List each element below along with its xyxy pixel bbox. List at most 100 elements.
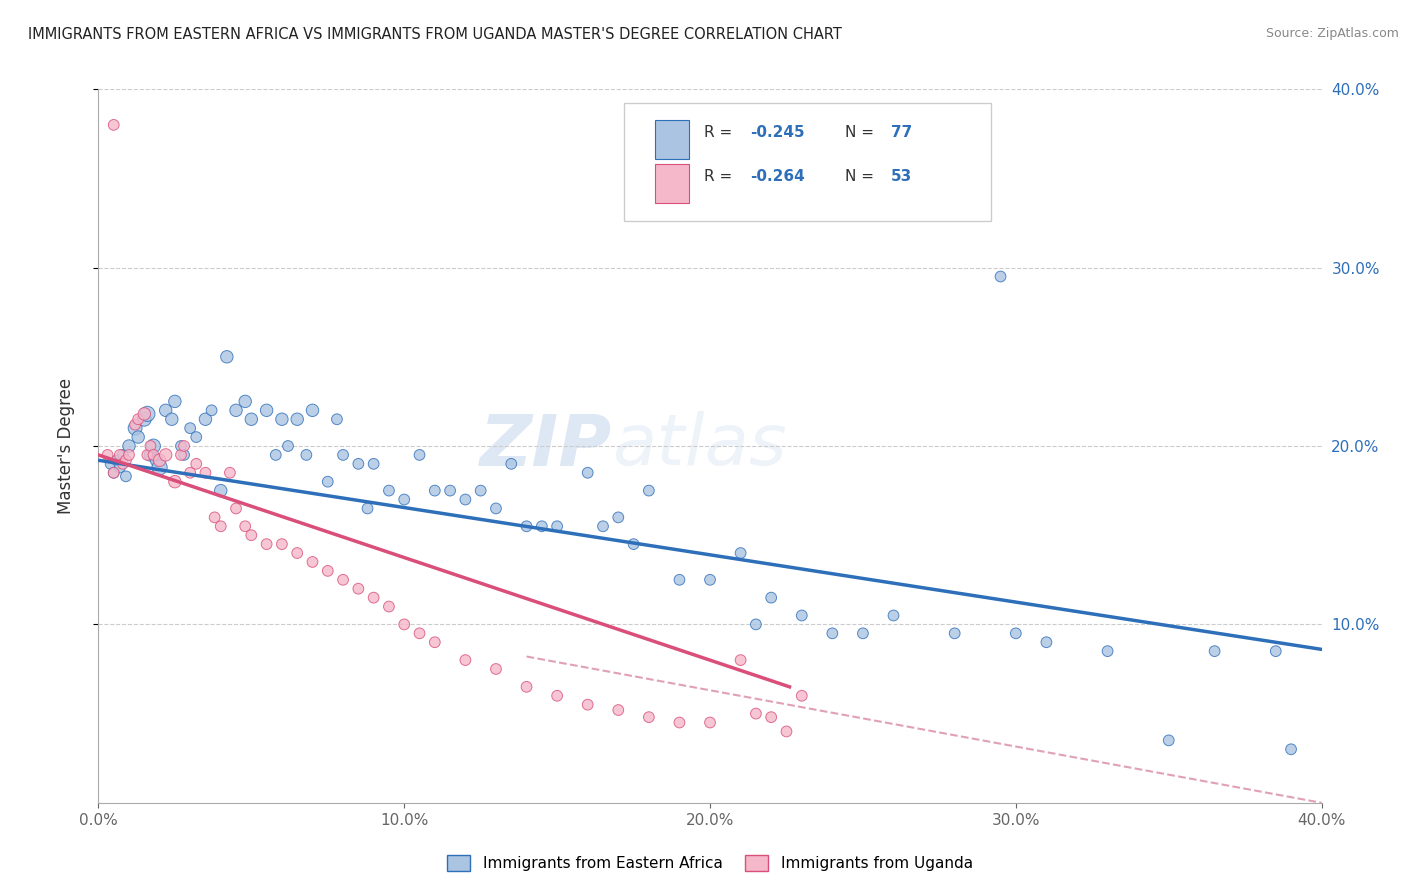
Point	[105, 453, 128, 467]
Point	[1097, 644, 1119, 658]
Text: -0.245: -0.245	[751, 125, 806, 139]
Point	[439, 483, 461, 498]
Point	[759, 710, 782, 724]
Text: ZIP: ZIP	[479, 411, 612, 481]
Point	[363, 591, 385, 605]
Point	[332, 448, 354, 462]
Point	[111, 457, 134, 471]
Point	[139, 439, 162, 453]
Point	[699, 573, 721, 587]
Point	[347, 457, 370, 471]
Legend: Immigrants from Eastern Africa, Immigrants from Uganda: Immigrants from Eastern Africa, Immigran…	[441, 849, 979, 877]
Point	[790, 608, 813, 623]
Point	[1004, 626, 1026, 640]
Point	[423, 635, 446, 649]
Point	[134, 412, 156, 426]
Text: N =: N =	[845, 169, 879, 185]
Point	[852, 626, 875, 640]
Point	[285, 412, 308, 426]
Point	[219, 466, 242, 480]
Point	[576, 466, 599, 480]
Point	[316, 475, 339, 489]
Point	[209, 519, 232, 533]
Point	[115, 453, 138, 467]
Point	[745, 706, 768, 721]
Point	[883, 608, 905, 623]
Point	[637, 710, 661, 724]
Point	[240, 528, 263, 542]
Point	[516, 519, 538, 533]
Point	[136, 448, 159, 462]
Text: N =: N =	[845, 125, 879, 139]
Point	[127, 430, 149, 444]
Point	[730, 546, 752, 560]
Point	[347, 582, 370, 596]
Point	[225, 403, 247, 417]
Point	[256, 537, 278, 551]
Point	[118, 448, 141, 462]
Y-axis label: Master's Degree: Master's Degree	[56, 378, 75, 514]
Point	[170, 439, 193, 453]
Point	[1035, 635, 1057, 649]
Point	[454, 492, 477, 507]
Point	[699, 715, 721, 730]
Point	[990, 269, 1012, 284]
Point	[149, 453, 172, 467]
Point	[1264, 644, 1286, 658]
Point	[204, 510, 226, 524]
Point	[1157, 733, 1180, 747]
Point	[233, 519, 256, 533]
Point	[454, 653, 477, 667]
Point	[155, 448, 177, 462]
Point	[607, 703, 630, 717]
Point	[215, 350, 238, 364]
Point	[186, 457, 208, 471]
Point	[256, 403, 278, 417]
Point	[103, 118, 125, 132]
Point	[97, 448, 120, 462]
Point	[233, 394, 256, 409]
Point	[240, 412, 263, 426]
Point	[301, 403, 323, 417]
Point	[668, 573, 690, 587]
Text: -0.264: -0.264	[751, 169, 806, 185]
Point	[408, 626, 430, 640]
Point	[607, 510, 630, 524]
Point	[1279, 742, 1302, 756]
Point	[775, 724, 797, 739]
Point	[149, 460, 172, 475]
Point	[332, 573, 354, 587]
Point	[270, 412, 292, 426]
Point	[103, 466, 125, 480]
Point	[118, 439, 141, 453]
Point	[668, 715, 690, 730]
Bar	[655, 164, 689, 203]
Point	[356, 501, 378, 516]
Point	[134, 407, 156, 421]
Point	[111, 448, 134, 462]
Point	[163, 475, 186, 489]
Point	[516, 680, 538, 694]
Point	[363, 457, 385, 471]
Text: R =: R =	[704, 169, 737, 185]
Point	[270, 537, 292, 551]
Point	[592, 519, 614, 533]
Point	[530, 519, 553, 533]
Point	[100, 457, 122, 471]
Point	[139, 448, 162, 462]
Point	[378, 599, 401, 614]
Point	[576, 698, 599, 712]
Point	[485, 501, 508, 516]
Point	[170, 448, 193, 462]
Text: 53: 53	[891, 169, 912, 185]
Point	[124, 421, 146, 435]
Point	[470, 483, 492, 498]
Point	[115, 469, 138, 483]
Point	[285, 546, 308, 560]
Point	[173, 439, 195, 453]
Point	[145, 453, 167, 467]
Point	[730, 653, 752, 667]
Text: atlas: atlas	[612, 411, 787, 481]
Point	[124, 417, 146, 432]
Text: IMMIGRANTS FROM EASTERN AFRICA VS IMMIGRANTS FROM UGANDA MASTER'S DEGREE CORRELA: IMMIGRANTS FROM EASTERN AFRICA VS IMMIGR…	[28, 27, 842, 42]
